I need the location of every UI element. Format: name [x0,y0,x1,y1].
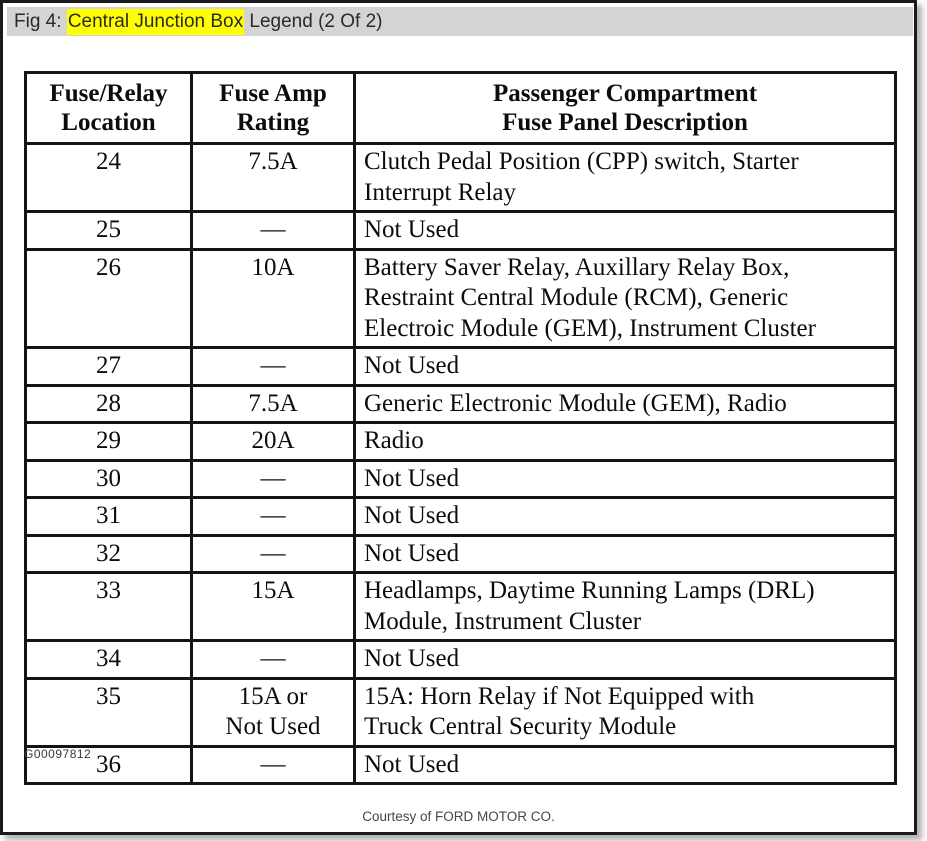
rating-cell: 10A [190,247,356,349]
rating-cell: — [190,210,356,251]
column-header-description: Passenger Compartment Fuse Panel Descrip… [353,71,897,145]
location-cell: 28 [24,383,193,424]
rating-cell: — [190,496,356,537]
table-row: 24 7.5A Clutch Pedal Position (CPP) switch… [24,142,897,213]
fuse-legend-table-container: Fuse/Relay Location Fuse Amp Rating Pass… [24,71,897,785]
table-row: 30— Not Used [24,458,897,499]
location-cell: 35 [24,676,193,748]
column-header-fuse-amp-rating: Fuse Amp Rating [190,71,356,145]
figure-title-highlighted-term: Central Junction Box [66,8,245,35]
rating-cell: 15A or Not Used [190,676,356,748]
courtesy-line: Courtesy of FORD MOTOR CO. [362,809,555,824]
table-row: 33 15A Headlamps, Daytime Running Lamps (D… [24,571,897,642]
column-header-fuse-relay-location: Fuse/Relay Location [24,71,193,145]
location-cell: 33 [24,571,193,642]
figure-title-bar: Fig 4: Central Junction Box Legend (2 Of… [7,7,913,36]
rating-cell: 15A [190,571,356,642]
location-cell: 27 [24,346,193,387]
location-cell: 31 [24,496,193,537]
description-cell: Headlamps, Daytime Running Lamps (DRL) M… [353,571,897,642]
table-row: 25— Not Used [24,210,897,251]
rating-cell: 20A [190,421,356,462]
figure-title-prefix: Fig 4: [14,10,67,32]
location-cell: 25 [24,210,193,251]
location-cell: 29 [24,421,193,462]
figure-id-label: G00097812 [24,747,92,761]
rating-cell: — [190,533,356,574]
fuse-legend-table: Fuse/Relay Location Fuse Amp Rating Pass… [24,71,897,785]
description-cell: Not Used [353,639,897,680]
table-row: 36— Not Used [24,744,897,785]
table-row: 28 7.5A Generic Electronic Module (GEM), R… [24,383,897,424]
table-row: 32— Not Used [24,533,897,574]
description-cell: 15A: Horn Relay if Not Equipped with Tru… [353,676,897,748]
description-cell: Not Used [353,496,897,537]
rating-cell: 7.5A [190,142,356,213]
description-cell: Generic Electronic Module (GEM), Radio [353,383,897,424]
table-row: 34— Not Used [24,639,897,680]
description-cell: Not Used [353,210,897,251]
description-cell: Battery Saver Relay, Auxillary Relay Box… [353,247,897,349]
description-cell: Not Used [353,458,897,499]
location-cell: 32 [24,533,193,574]
rating-cell: — [190,346,356,387]
table-row: 29 20A Radio [24,421,897,462]
header-row: Fuse/Relay Location Fuse Amp Rating Pass… [24,71,897,145]
description-cell: Not Used [353,744,897,785]
location-cell: 30 [24,458,193,499]
description-cell: Not Used [353,346,897,387]
description-cell: Radio [353,421,897,462]
table-row: 35 15A or Not Used 15A: Horn Relay if Not … [24,676,897,748]
description-cell: Clutch Pedal Position (CPP) switch, Star… [353,142,897,213]
location-cell: 24 [24,142,193,213]
table-row: 31— Not Used [24,496,897,537]
location-cell: 26 [24,247,193,349]
location-cell: 36 [24,744,193,785]
location-cell: 34 [24,639,193,680]
description-cell: Not Used [353,533,897,574]
fuse-table-header: Fuse/Relay Location Fuse Amp Rating Pass… [24,71,897,145]
table-row: 26 10A Battery Saver Relay, Auxillary Rela… [24,247,897,349]
rating-cell: — [190,639,356,680]
fuse-table-body: 24 7.5A Clutch Pedal Position (CPP) switch… [24,142,897,785]
rating-cell: 7.5A [190,383,356,424]
figure-title-suffix: Legend (2 Of 2) [244,10,383,32]
table-row: 27— Not Used [24,346,897,387]
rating-cell: — [190,458,356,499]
rating-cell: — [190,744,356,785]
